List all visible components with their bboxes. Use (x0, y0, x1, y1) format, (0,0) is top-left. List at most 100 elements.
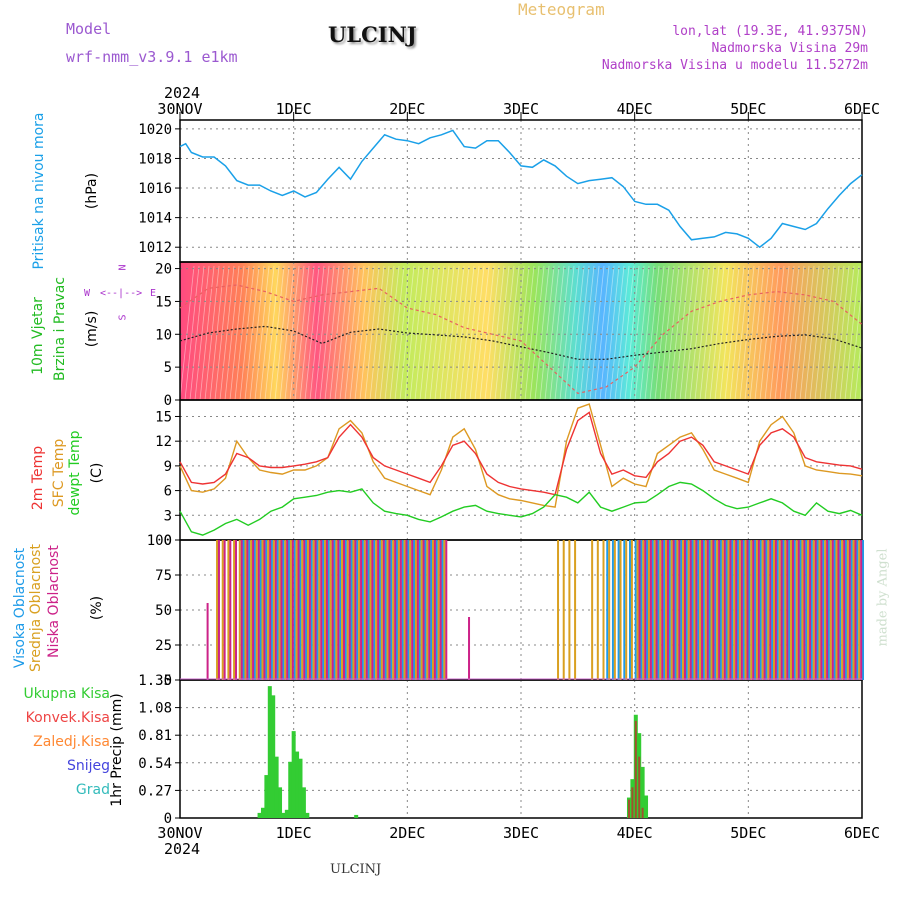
mid-cloud-bar (284, 540, 287, 680)
low-cloud-bar (206, 603, 209, 680)
wind-barb-stroke (389, 265, 405, 401)
mid-cloud-bar (352, 540, 355, 680)
mid-cloud-bar (784, 540, 787, 680)
wind-barb-stroke (679, 265, 695, 401)
mid-cloud-bar (329, 540, 332, 680)
high-cloud-bar (742, 540, 745, 680)
high-cloud-bar (265, 540, 268, 680)
mid-cloud-bar (676, 540, 679, 680)
precip-ytick-label: 0.27 (138, 783, 172, 799)
wind-barb-stroke (439, 265, 455, 401)
temp-frame (179, 399, 863, 541)
low-cloud-bar (735, 540, 738, 680)
mid-cloud-bar (653, 540, 656, 680)
low-cloud-bar (433, 540, 436, 680)
wind-ytick-label: 10 (155, 327, 172, 343)
high-cloud-bar (356, 540, 359, 680)
wind-barb-stroke (234, 265, 250, 401)
high-cloud-bar (276, 540, 279, 680)
mid-cloud-bar (812, 540, 815, 680)
high-cloud-bar (628, 540, 631, 680)
low-cloud-bar (422, 540, 425, 680)
wind-barb-stroke (719, 265, 735, 401)
mid-cloud-bar (642, 540, 645, 680)
wind-barb-stroke (669, 265, 685, 401)
wind-barb-stroke (259, 265, 275, 401)
temp-unit: (C) (89, 462, 105, 484)
high-cloud-bar (242, 540, 245, 680)
mid-cloud-bar (335, 540, 338, 680)
pressure-ytick-label: 1016 (138, 181, 172, 197)
total-precip-bar (264, 775, 269, 818)
high-cloud-bar (378, 540, 381, 680)
low-cloud-bar (803, 540, 806, 680)
compass-e: E (150, 288, 157, 299)
x-tick-label-bottom: 2DEC (389, 824, 425, 842)
wind-barb-stroke (759, 265, 775, 401)
low-cloud-bar (337, 540, 340, 680)
low-cloud-bar (377, 540, 380, 680)
wind-barb-stroke (419, 265, 435, 401)
low-cloud-bar (752, 540, 755, 680)
wind-barb-stroke (604, 265, 620, 401)
mid-cloud-bar (341, 540, 344, 680)
wind-barb-stroke (494, 265, 510, 401)
low-cloud-bar (649, 540, 652, 680)
wind-barb-stroke (324, 265, 340, 401)
precip-frame (179, 679, 863, 819)
mid-cloud-bar (431, 540, 434, 680)
mid-cloud-bar (227, 540, 230, 680)
low-cloud-bar (320, 540, 323, 680)
total-precip-bar (298, 758, 303, 818)
low-cloud-bar (360, 540, 363, 680)
dewpt-line (179, 481, 863, 536)
high-cloud-bar (401, 540, 404, 680)
wind-compass: W E N S <--|--> (82, 262, 162, 322)
wind-barb-stroke (209, 265, 225, 401)
wind-barb-stroke (194, 265, 210, 401)
compass-w: W (84, 288, 91, 299)
total-precip-bar (288, 761, 293, 818)
wind-barb-stroke (339, 265, 355, 401)
high-cloud-bar (708, 540, 711, 680)
total-precip-bar (271, 695, 276, 818)
mid-cloud-bar (278, 540, 281, 680)
high-cloud-bar (395, 540, 398, 680)
wind-barb-stroke (789, 265, 805, 401)
low-cloud-bar (405, 540, 408, 680)
wind-ytick-label: 20 (155, 262, 172, 278)
wind-barb-stroke (754, 265, 770, 401)
high-cloud-bar (270, 540, 273, 680)
wind-barb-stroke (299, 265, 315, 401)
wind-barb-stroke (714, 265, 730, 401)
low-cloud-bar (854, 540, 857, 680)
low-cloud-bar (683, 540, 686, 680)
high-cloud-bar (282, 540, 285, 680)
high-cloud-axis-title: Visoka Oblacnost (12, 547, 28, 669)
legend-convective-rain: Konvek.Kisa (25, 710, 110, 726)
high-cloud-bar (827, 540, 830, 680)
year-label-top: 2024 (164, 84, 200, 102)
legend-total-rain: Ukupna Kisa (23, 686, 110, 702)
low-cloud-bar (235, 540, 238, 680)
high-cloud-bar (759, 540, 762, 680)
mid-cloud-bar (693, 540, 696, 680)
total-precip-bar (284, 809, 289, 818)
high-cloud-bar (822, 540, 825, 680)
wind-barb-stroke (314, 265, 330, 401)
high-cloud-bar (390, 540, 393, 680)
wind-barb-stroke (559, 265, 575, 401)
low-cloud-bar (229, 540, 232, 680)
mid-cloud-bar (716, 540, 719, 680)
low-cloud-bar (388, 540, 391, 680)
wind-barb-stroke (589, 265, 605, 401)
mid-cloud-bar (801, 540, 804, 680)
total-precip-bar (281, 812, 286, 818)
low-cloud-bar (365, 540, 368, 680)
low-cloud-bar (831, 540, 834, 680)
high-cloud-bar (640, 540, 643, 680)
cloud-unit: (%) (89, 595, 105, 621)
high-cloud-bar (623, 540, 626, 680)
low-cloud-bar (769, 540, 772, 680)
precip-ytick-label: 1.08 (138, 701, 172, 717)
